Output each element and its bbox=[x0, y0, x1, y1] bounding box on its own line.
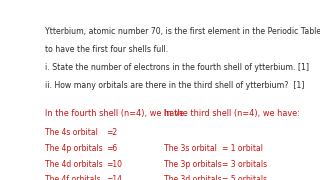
Text: =14: =14 bbox=[106, 176, 122, 180]
Text: = 1 orbital: = 1 orbital bbox=[222, 144, 263, 153]
Text: The 3p orbitals: The 3p orbitals bbox=[164, 159, 222, 168]
Text: The 4s orbital: The 4s orbital bbox=[45, 128, 98, 137]
Text: The 4p orbitals: The 4p orbitals bbox=[45, 144, 103, 153]
Text: The 3s orbital: The 3s orbital bbox=[164, 144, 217, 153]
Text: The 4f orbitals: The 4f orbitals bbox=[45, 176, 100, 180]
Text: The 4d orbitals: The 4d orbitals bbox=[45, 159, 103, 168]
Text: =2: =2 bbox=[106, 128, 117, 137]
Text: In the fourth shell (n=4), we have:: In the fourth shell (n=4), we have: bbox=[45, 109, 187, 118]
Text: Ytterbium, atomic number 70, is the first element in the Periodic Table: Ytterbium, atomic number 70, is the firs… bbox=[45, 27, 320, 36]
Text: i. State the number of electrons in the fourth shell of ytterbium. [1]: i. State the number of electrons in the … bbox=[45, 63, 309, 72]
Text: In the third shell (n=4), we have:: In the third shell (n=4), we have: bbox=[164, 109, 300, 118]
Text: The 3d orbitals: The 3d orbitals bbox=[164, 176, 222, 180]
Text: = 5 orbitals: = 5 orbitals bbox=[222, 176, 268, 180]
Text: = 3 orbitals: = 3 orbitals bbox=[222, 159, 268, 168]
Text: =6: =6 bbox=[106, 144, 117, 153]
Text: =10: =10 bbox=[106, 159, 122, 168]
Text: to have the first four shells full.: to have the first four shells full. bbox=[45, 45, 168, 54]
Text: ii. How many orbitals are there in the third shell of ytterbium?  [1]: ii. How many orbitals are there in the t… bbox=[45, 81, 304, 90]
